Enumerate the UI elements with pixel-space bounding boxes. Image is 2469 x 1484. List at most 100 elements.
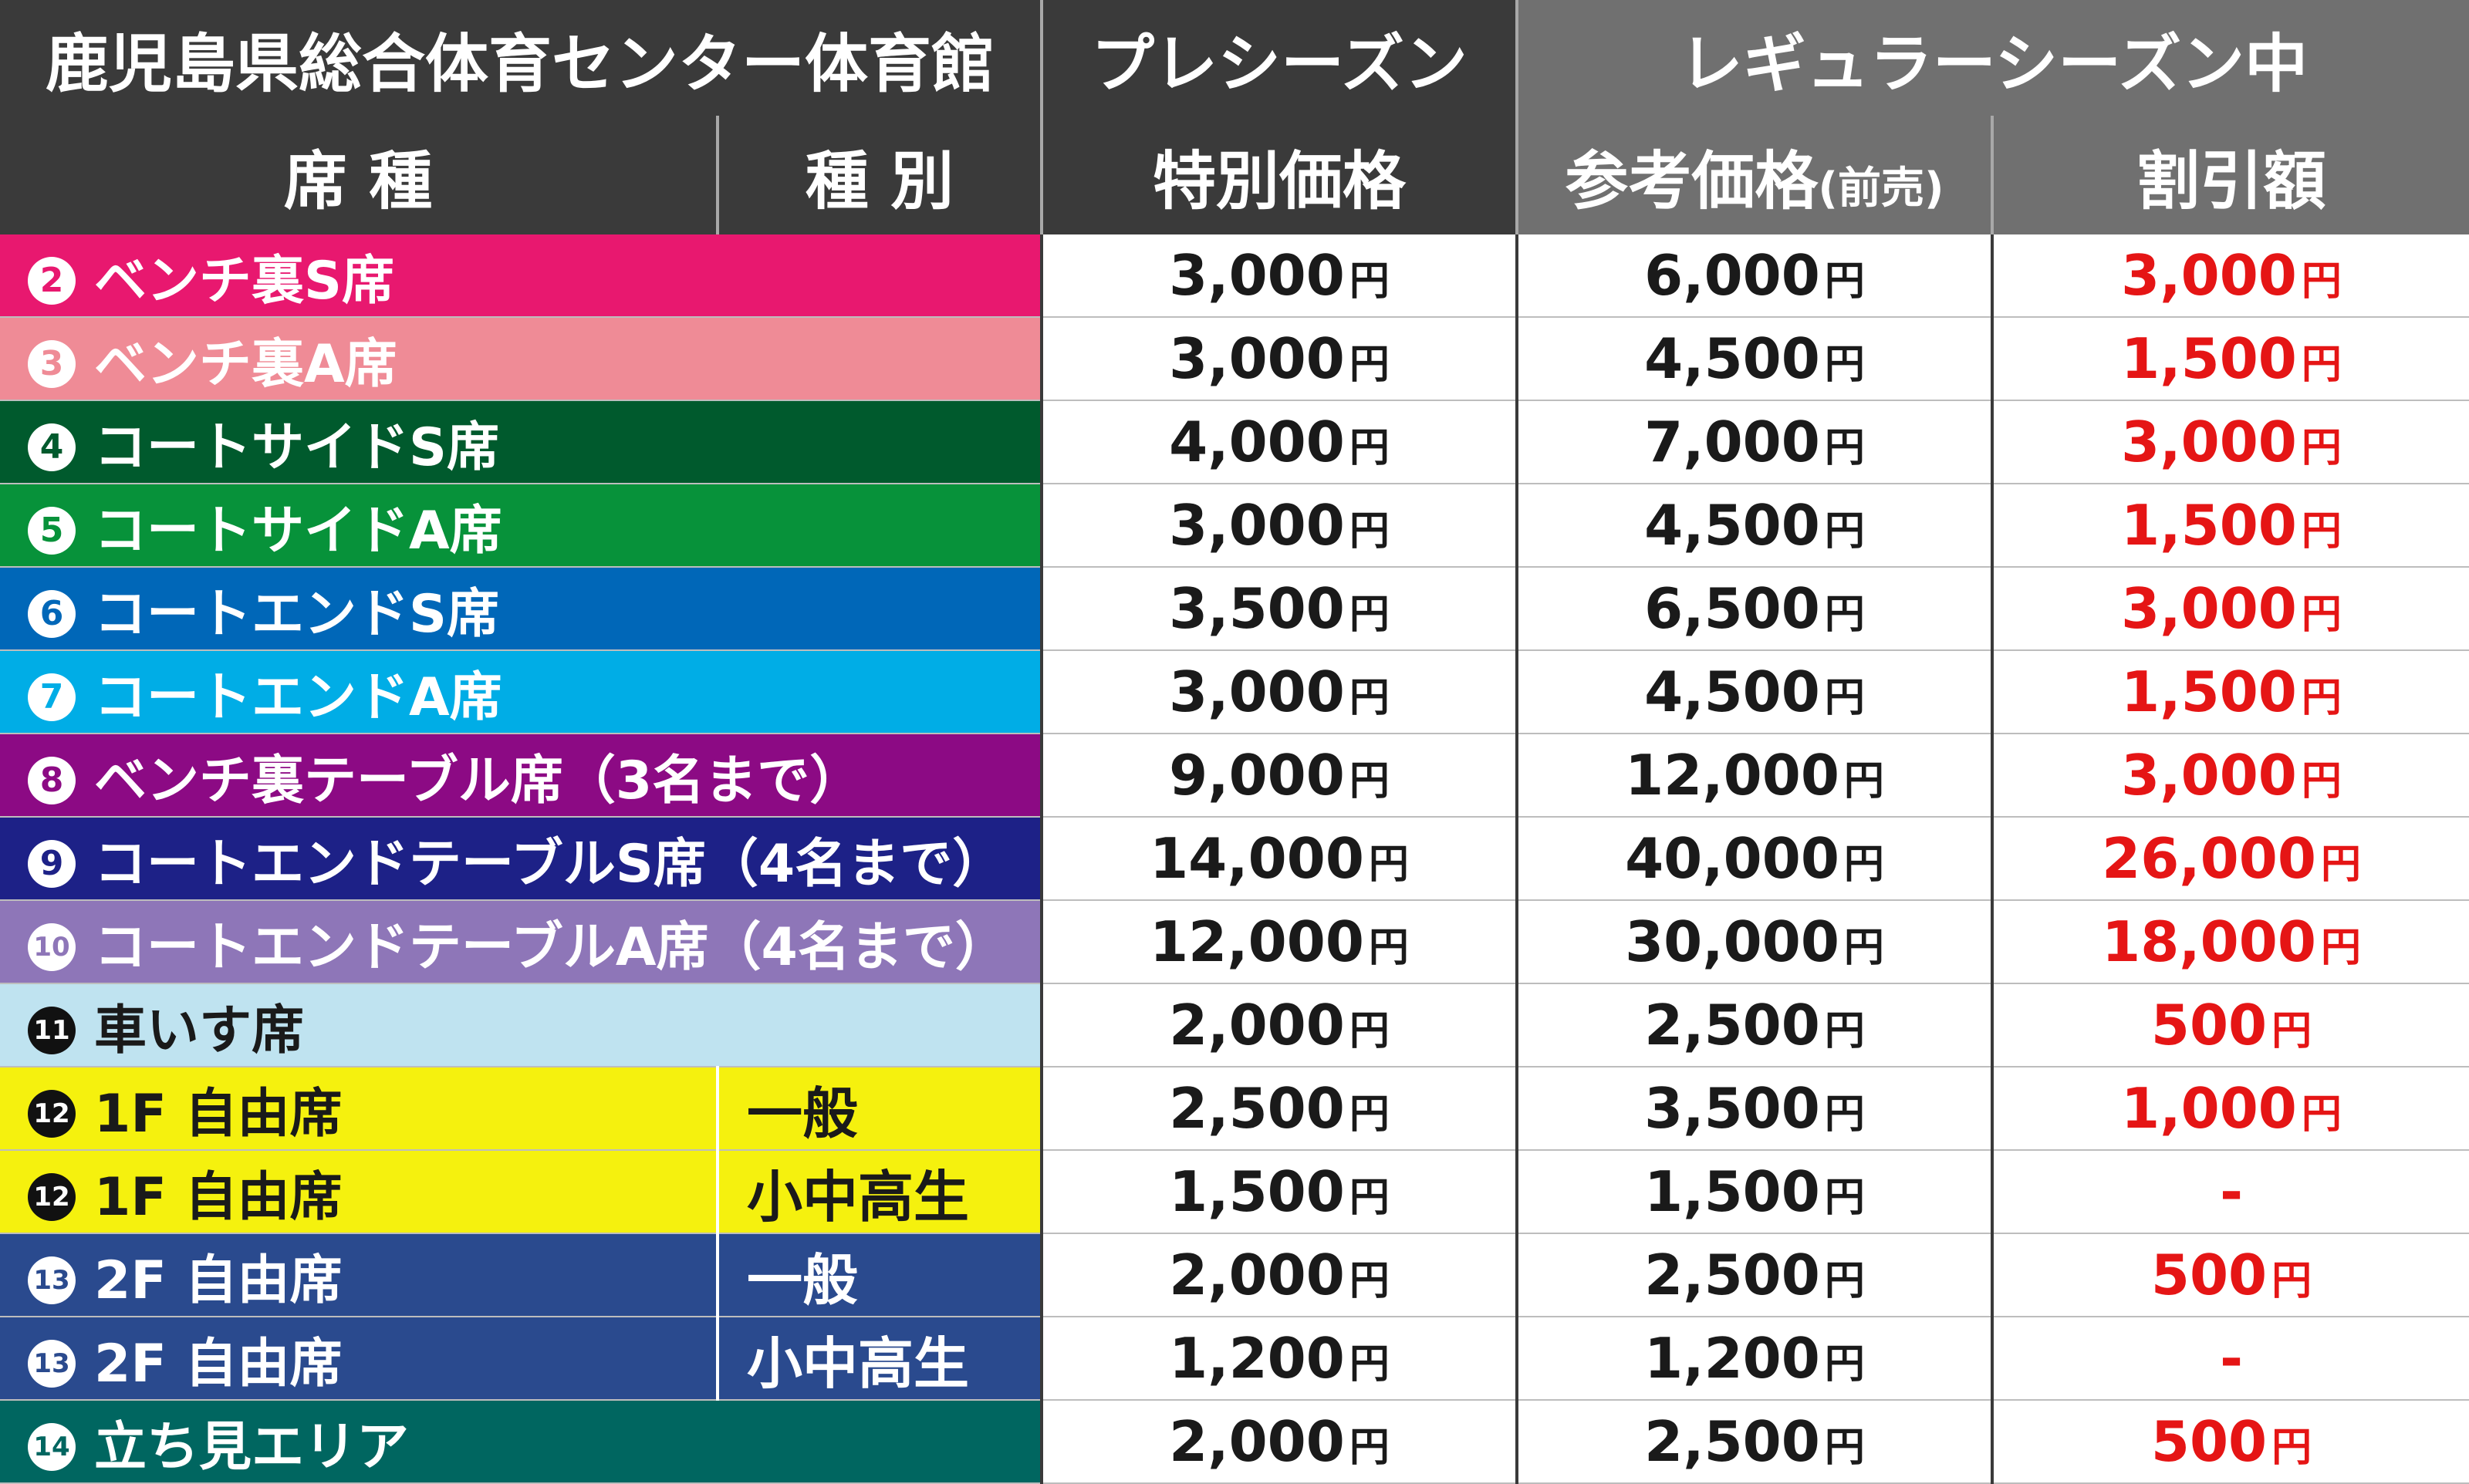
table-row: 13 2F 自由席 小中高生 1,200 円 1,200 円 -	[0, 1317, 2469, 1401]
seat-type-cell: 14 立ち見エリア	[0, 1400, 1042, 1484]
yen-unit: 円	[1349, 758, 1390, 804]
seat-type-label: ベンチ裏A席	[94, 333, 397, 395]
reference-price-value: 30,000	[1625, 909, 1839, 974]
reference-price-heading: 参考価格(前売)	[1515, 116, 1993, 234]
reference-price-cell: 2,500 円	[1515, 1233, 1993, 1317]
yen-unit: 円	[1349, 425, 1390, 471]
discount-value: 3,000	[2121, 410, 2297, 474]
preseason-price-value: 1,200	[1169, 1326, 1345, 1391]
yen-unit: 円	[1824, 1175, 1865, 1221]
seat-type-label: コートエンドテーブルS席（4名まで）	[94, 833, 1005, 895]
table-row: 8 ベンチ裏テーブル席（3名まで） 9,000 円 12,000 円 3,000 円	[0, 734, 2469, 818]
yen-unit: 円	[1368, 841, 1409, 888]
seat-type-label: コートエンドテーブルA席（4名まで）	[94, 916, 1008, 978]
reference-price-cell: 6,500 円	[1515, 567, 1993, 651]
reference-price-cell: 2,500 円	[1515, 983, 1993, 1067]
seat-type-cell: 7 コートエンドA席	[0, 650, 1042, 734]
preseason-price-value: 2,000	[1169, 1243, 1345, 1307]
yen-unit: 円	[2301, 1091, 2342, 1138]
seat-type-cell: 3 ベンチ裏A席	[0, 317, 1042, 401]
preseason-price-cell: 2,500 円	[1040, 1067, 1518, 1151]
discount-value: 500	[2150, 1243, 2268, 1307]
seat-type-cell: 9 コートエンドテーブルS席（4名まで）	[0, 817, 1042, 901]
yen-unit: 円	[2320, 925, 2361, 971]
preseason-price-value: 14,000	[1150, 826, 1364, 891]
yen-unit: 円	[1349, 342, 1390, 388]
category-cell: 小中高生	[715, 1317, 1042, 1401]
reference-price-value: 6,500	[1644, 576, 1820, 641]
seat-type-cell: 2 ベンチ裏S席	[0, 234, 1042, 318]
discount-cell: 18,000 円	[1991, 900, 2469, 984]
discount-cell: 3,000 円	[1991, 400, 2469, 484]
yen-unit: 円	[1349, 1341, 1390, 1388]
table-row: 12 1F 自由席 一般 2,500 円 3,500 円 1,000 円	[0, 1067, 2469, 1151]
table-row: 12 1F 自由席 小中高生 1,500 円 1,500 円 -	[0, 1150, 2469, 1234]
yen-unit: 円	[1349, 1425, 1390, 1471]
seat-type-label: 席 種	[283, 144, 433, 218]
seat-type-cell: 10 コートエンドテーブルA席（4名まで）	[0, 900, 1042, 984]
seat-number-badge: 12	[28, 1172, 76, 1221]
reference-price-cell: 7,000 円	[1515, 400, 1993, 484]
table-row: 10 コートエンドテーブルA席（4名まで） 12,000 円 30,000 円 18,000…	[0, 900, 2469, 984]
discount-cell: -	[1991, 1150, 2469, 1234]
yen-unit: 円	[1349, 1091, 1390, 1138]
preseason-price-value: 2,000	[1169, 1409, 1345, 1474]
discount-value: 3,000	[2121, 743, 2297, 808]
reference-price-cell: 4,500 円	[1515, 317, 1993, 401]
reference-price-cell: 3,500 円	[1515, 1067, 1993, 1151]
seat-number-badge: 10	[28, 922, 76, 971]
discount-value: 18,000	[2102, 909, 2316, 974]
seat-number-badge: 13	[28, 1256, 76, 1304]
discount-value: 3,000	[2121, 576, 2297, 641]
preseason-price-value: 2,000	[1169, 993, 1345, 1057]
reference-price-value: 12,000	[1625, 743, 1839, 808]
preseason-price-value: 3,000	[1169, 659, 1345, 724]
seat-type-cell: 5 コートサイドA席	[0, 484, 1042, 568]
discount-value: 500	[2150, 1409, 2268, 1474]
reference-price-value: 7,000	[1644, 410, 1820, 474]
reference-price-value: 1,500	[1644, 1159, 1820, 1224]
reference-price-cell: 1,200 円	[1515, 1317, 1993, 1401]
discount-cell: 1,500 円	[1991, 317, 2469, 401]
preseason-price-cell: 9,000 円	[1040, 734, 1518, 818]
table-row: 13 2F 自由席 一般 2,000 円 2,500 円 500 円	[0, 1233, 2469, 1317]
yen-unit: 円	[1824, 1341, 1865, 1388]
discount-cell: -	[1991, 1317, 2469, 1401]
discount-value: 1,500	[2121, 493, 2297, 558]
reference-price-value: 2,500	[1644, 1243, 1820, 1307]
discount-cell: 1,000 円	[1991, 1067, 2469, 1151]
header-row-bottom: 席 種 種 別 特別価格 参考価格(前売) 割引額	[0, 116, 2469, 234]
seat-type-cell: 12 1F 自由席	[0, 1150, 718, 1234]
seat-type-label: 立ち見エリア	[94, 1416, 410, 1478]
reference-price-note: (前売)	[1818, 163, 1944, 214]
yen-unit: 円	[1824, 258, 1865, 305]
preseason-price-cell: 1,200 円	[1040, 1317, 1518, 1401]
table-row: 3 ベンチ裏A席 3,000 円 4,500 円 1,500 円	[0, 317, 2469, 401]
preseason-price-value: 3,000	[1169, 493, 1345, 558]
reference-price-cell: 4,500 円	[1515, 650, 1993, 734]
reference-price-cell: 2,500 円	[1515, 1400, 1993, 1484]
category-heading: 種 別	[715, 116, 1042, 234]
seat-number-badge: 2	[28, 256, 76, 305]
yen-unit: 円	[1824, 592, 1865, 638]
reference-price-value: 2,500	[1644, 1409, 1820, 1474]
reference-price-value: 4,500	[1644, 493, 1820, 558]
seat-number-badge: 7	[28, 673, 76, 721]
seat-number-badge: 11	[28, 1006, 76, 1054]
seat-type-label: 1F 自由席	[94, 1166, 343, 1228]
yen-unit: 円	[1824, 1425, 1865, 1471]
reference-price-cell: 12,000 円	[1515, 734, 1993, 818]
seat-type-label: 1F 自由席	[94, 1083, 343, 1145]
yen-unit: 円	[1349, 1258, 1390, 1304]
preseason-price-cell: 3,000 円	[1040, 317, 1518, 401]
preseason-price-cell: 3,500 円	[1040, 567, 1518, 651]
yen-unit: 円	[1824, 425, 1865, 471]
price-rows: 2 ベンチ裏S席 3,000 円 6,000 円 3,000 円 3 ベンチ裏A席 3,000 円 4,…	[0, 234, 2469, 1484]
reference-price-label: 参考価格	[1565, 144, 1819, 218]
header-row-top: 鹿児島県総合体育センター体育館 プレシーズン レギュラーシーズン中	[0, 0, 2469, 116]
table-row: 7 コートエンドA席 3,000 円 4,500 円 1,500 円	[0, 650, 2469, 734]
seat-type-label: ベンチ裏テーブル席（3名まで）	[94, 750, 863, 811]
yen-unit: 円	[1843, 841, 1884, 888]
discount-cell: 1,500 円	[1991, 650, 2469, 734]
discount-cell: 500 円	[1991, 983, 2469, 1067]
